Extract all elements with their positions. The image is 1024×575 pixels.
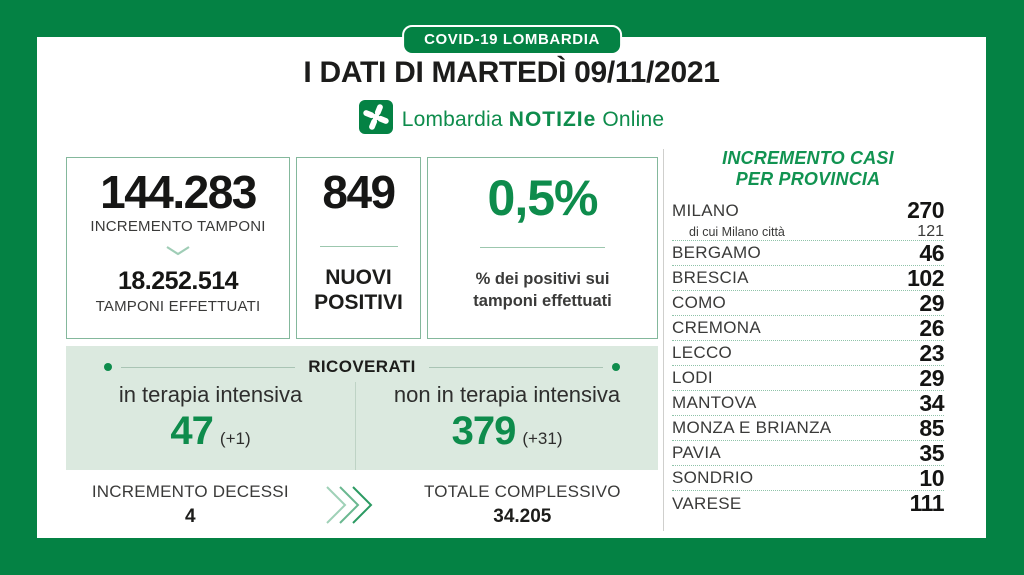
tamponi-increment-label: INCREMENTO TAMPONI	[90, 218, 266, 236]
divider-line	[319, 246, 398, 248]
province-value: 85	[919, 414, 944, 441]
province-section: INCREMENTO CASI PER PROVINCIA MILANO 270…	[672, 148, 945, 516]
province-name: LODI	[672, 368, 713, 387]
province-name: CREMONA	[672, 318, 761, 337]
percentuale-value: 0,5%	[487, 170, 599, 226]
non-terapia-intensiva-label: non in terapia intensiva	[393, 382, 621, 407]
terapia-intensiva-label: in terapia intensiva	[118, 382, 303, 407]
province-name: BRESCIA	[672, 268, 749, 287]
totale-complessivo-label: TOTALE COMPLESSIVO	[423, 482, 621, 501]
vertical-divider	[663, 149, 664, 531]
nuovi-positivi-label: NUOVI POSITIVI	[314, 266, 403, 315]
province-name: COMO	[672, 293, 727, 312]
terapia-intensiva-delta: (+1)	[219, 429, 251, 448]
totale-complessivo-block: TOTALE COMPLESSIVO 34.205	[387, 482, 658, 528]
card-incremento-tamponi: 144.283 INCREMENTO TAMPONI 18.252.514 TA…	[66, 157, 290, 339]
non-terapia-intensiva-value: 379	[451, 409, 517, 453]
triple-chevron-right-icon	[315, 483, 387, 527]
card-percentuale-positivi: 0,5% % dei positivi sui tamponi effettua…	[427, 157, 658, 339]
province-value: 270	[907, 197, 944, 223]
province-row: SONDRIO 10	[672, 464, 944, 491]
province-row: BERGAMO 46	[672, 239, 944, 266]
rosa-camuna-icon	[358, 100, 393, 139]
province-row: MONZA E BRIANZA 85	[672, 414, 944, 441]
lombardia-notizie-logo: Lombardia NOTIZIe Online	[37, 100, 986, 139]
logo-suffix: Online	[602, 107, 665, 131]
province-row: VARESE 111	[672, 490, 945, 516]
province-value: 10	[919, 464, 944, 491]
province-row: PAVIA 35	[672, 439, 944, 466]
divider-line	[480, 246, 605, 248]
nuovi-positivi-value: 849	[322, 166, 396, 218]
content-area: I DATI DI MARTEDÌ 09/11/2021 Lombardia N…	[37, 37, 986, 538]
tamponi-total-value: 18.252.514	[117, 267, 239, 296]
province-value: 23	[919, 339, 944, 366]
incremento-decessi-block: INCREMENTO DECESSI 4	[66, 482, 315, 528]
province-name: MANTOVA	[672, 393, 757, 412]
stat-cards: 144.283 INCREMENTO TAMPONI 18.252.514 TA…	[66, 157, 658, 339]
ricoverati-title: RICOVERATI	[308, 357, 416, 376]
province-title-line1: INCREMENTO CASI	[722, 148, 894, 168]
ricoverati-columns: in terapia intensiva 47 (+1) non in tera…	[66, 382, 658, 470]
province-name: BERGAMO	[672, 243, 762, 262]
tamponi-increment-value: 144.283	[100, 166, 257, 218]
incremento-decessi-label: INCREMENTO DECESSI	[91, 482, 289, 501]
divider-line	[121, 366, 296, 368]
province-subvalue: 121	[917, 222, 944, 240]
non-terapia-intensiva-delta: (+31)	[522, 429, 563, 448]
non-terapia-intensiva-block: non in terapia intensiva 379 (+31)	[356, 382, 658, 470]
province-name: LECCO	[672, 343, 733, 362]
province-value: 26	[919, 314, 944, 341]
percentuale-label: % dei positivi sui tamponi effettuati	[473, 269, 612, 310]
province-subname: di cui Milano città	[689, 224, 785, 239]
province-table: MILANO 270 di cui Milano città 121 BERGA…	[672, 197, 945, 516]
logo-region: Lombardia	[401, 107, 503, 131]
terapia-intensiva-value: 47	[170, 409, 213, 453]
page-title: I DATI DI MARTEDÌ 09/11/2021	[303, 56, 720, 89]
ricoverati-header: RICOVERATI	[66, 346, 658, 377]
totale-complessivo-value: 34.205	[493, 506, 552, 527]
province-value: 29	[919, 289, 944, 316]
card-nuovi-positivi: 849 NUOVI POSITIVI	[296, 157, 421, 339]
tamponi-total-label: TAMPONI EFFETTUATI	[95, 298, 261, 316]
bullet-dot-icon	[612, 363, 621, 371]
province-value: 102	[907, 264, 944, 291]
logo-text: Lombardia NOTIZIe Online	[402, 108, 665, 132]
province-name: VARESE	[672, 493, 742, 513]
province-row: MILANO 270	[672, 197, 944, 223]
province-row: BRESCIA 102	[672, 264, 944, 291]
province-value: 35	[919, 439, 944, 466]
header-badge: COVID-19 LOMBARDIA	[402, 25, 622, 55]
bullet-dot-icon	[104, 363, 112, 371]
incremento-decessi-value: 4	[185, 506, 196, 527]
ricoverati-panel: RICOVERATI in terapia intensiva 47 (+1) …	[66, 346, 658, 470]
province-row: COMO 29	[672, 289, 944, 316]
province-value: 46	[919, 239, 944, 266]
province-row: LECCO 23	[672, 339, 944, 366]
province-title: INCREMENTO CASI PER PROVINCIA	[672, 148, 944, 190]
province-value: 111	[909, 490, 945, 516]
province-value: 34	[919, 389, 944, 416]
province-value: 29	[919, 364, 944, 391]
province-row: CREMONA 26	[672, 314, 944, 341]
terapia-intensiva-block: in terapia intensiva 47 (+1)	[66, 382, 357, 470]
province-name: PAVIA	[672, 443, 722, 462]
province-title-line2: PER PROVINCIA	[735, 169, 881, 189]
province-row: MANTOVA 34	[672, 389, 944, 416]
province-subrow: di cui Milano città 121	[672, 223, 944, 241]
chevron-down-icon	[165, 243, 191, 261]
divider-line	[428, 366, 604, 368]
logo-brand: NOTIZIe	[508, 107, 597, 131]
province-row: LODI 29	[672, 364, 944, 391]
province-name: SONDRIO	[672, 468, 754, 487]
province-name: MILANO	[672, 200, 739, 220]
province-name: MONZA E BRIANZA	[672, 418, 832, 437]
totals-row: INCREMENTO DECESSI 4 TOTALE COMPLESSIVO …	[66, 474, 658, 536]
